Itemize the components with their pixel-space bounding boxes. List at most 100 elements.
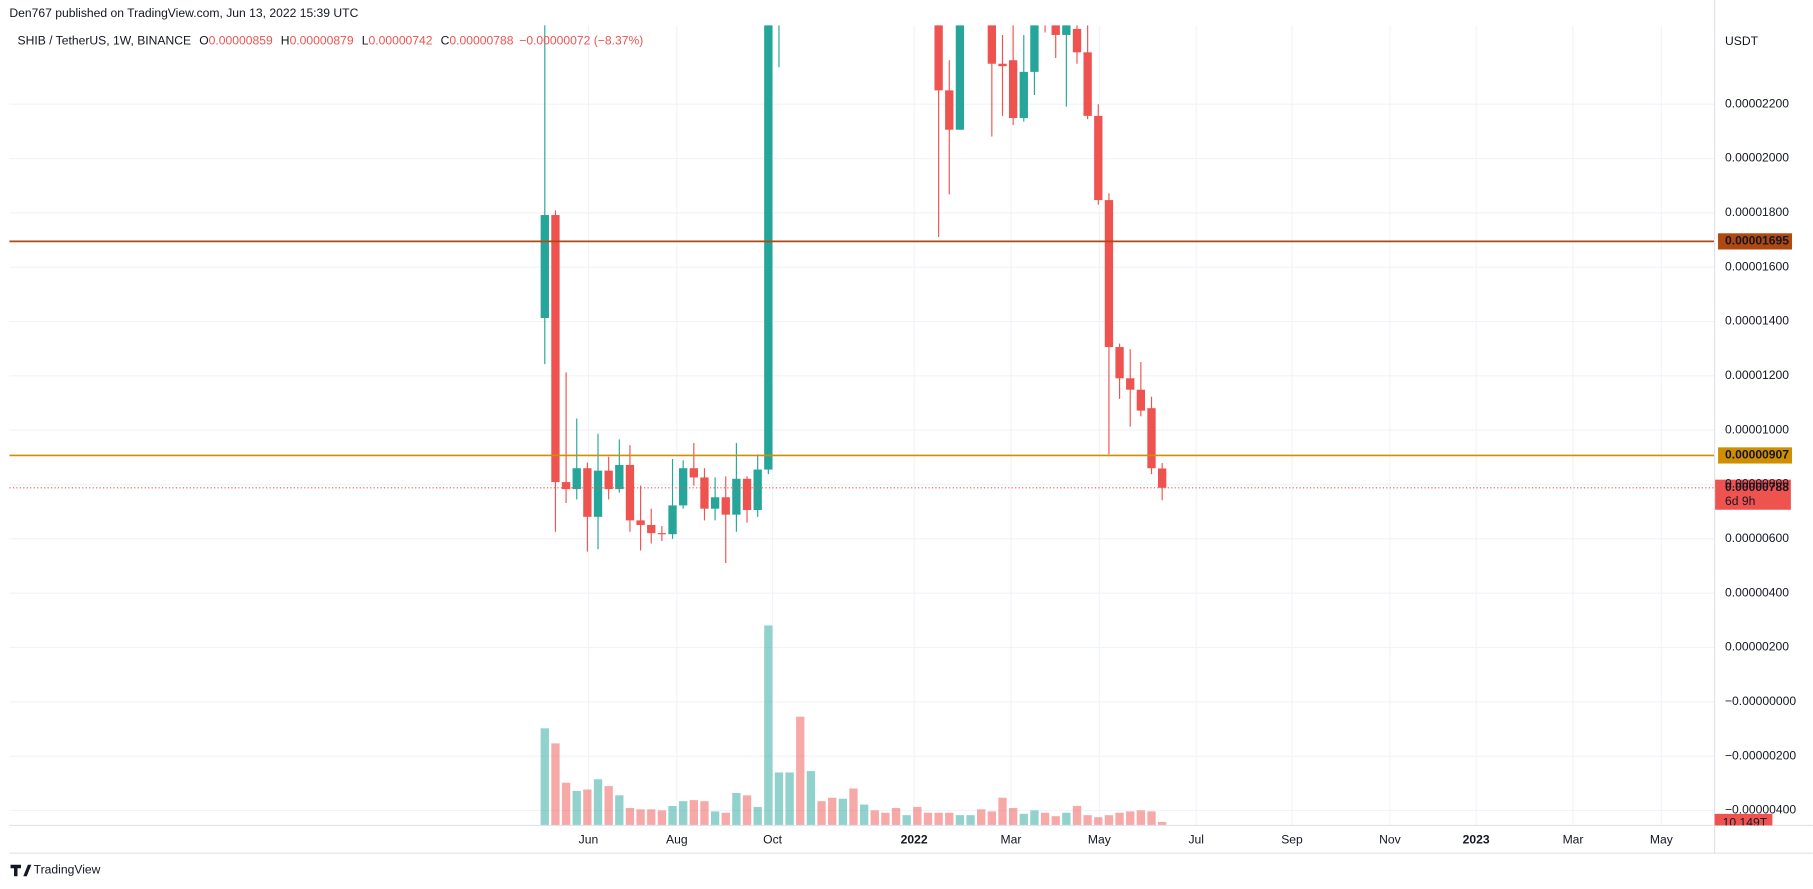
volume-bar [987,811,997,826]
x-tick-label: May [1088,833,1112,847]
candle-body [732,478,741,515]
y-tick-label: 0.00000400 [1725,585,1789,599]
candle-body [561,482,571,490]
candle-body [657,533,667,535]
volume-bar [1126,811,1135,826]
x-tick-label: 2022 [901,833,928,847]
candle-body [934,25,943,91]
volume-bar [881,812,890,826]
volume-bar [945,812,954,826]
volume-bar [1040,812,1050,826]
volume-bar [966,815,975,826]
y-tick-label: −0.00000400 [1725,803,1796,817]
volume-bar [1072,805,1082,826]
volume-bar [1157,821,1167,826]
x-tick-label: May [1650,833,1674,847]
x-tick-label: Sep [1281,833,1303,847]
level-label: 0.00000907 [1725,448,1789,462]
published-note: Den767 published on TradingView.com, Jun… [9,6,358,20]
y-tick-label: 0.00002200 [1725,96,1789,110]
candle-body [1030,25,1039,72]
x-tick-label: Aug [666,833,688,847]
volume-bar [647,809,656,826]
volume-bar [764,625,773,826]
volume-bar [732,792,741,826]
candle-body [540,215,549,318]
candle-body [1083,52,1092,116]
volume-bar [934,812,943,826]
candle-body [1072,28,1082,53]
volume-bar [849,788,858,826]
candle-body [753,469,762,511]
candle-body [1147,408,1156,469]
candle-body [945,90,954,130]
volume-bar [551,743,560,826]
candle-body [593,470,603,517]
y-tick-label: 0.00000600 [1725,531,1789,545]
candle-body [721,497,730,515]
candle-body [1019,71,1028,119]
volume-bar [1094,817,1103,826]
x-tick-label: Mar [1001,833,1022,847]
y-tick-label: 0.00001400 [1725,314,1789,328]
volume-bar [955,815,965,826]
candle-body [955,25,965,130]
volume-bar [1136,810,1146,826]
volume-bar [742,795,752,826]
volume-bar [828,797,837,826]
x-tick-label: Nov [1379,833,1401,847]
candle-body [615,464,624,490]
volume-bar [604,786,613,826]
y-tick-label: 0.00000800 [1725,477,1789,491]
volume-bar [679,801,688,826]
volume-bar [583,789,592,826]
level-label-box [1718,233,1793,250]
legend-key: L [362,34,369,48]
footer-logo [10,864,32,877]
volume-bar [796,716,805,826]
x-tick-label: 2023 [1463,833,1490,847]
candle-body [987,25,997,64]
level-label-box [1718,447,1793,464]
volume-bar [806,771,816,826]
candle-body [668,505,677,535]
volume-bar [1019,813,1028,826]
x-tick-label: Mar [1563,833,1584,847]
grid [9,25,1715,826]
volume-bar [593,779,603,826]
candle-body [1094,115,1103,201]
candles [540,25,1167,564]
volume-bar [1104,815,1114,826]
volume-bar [753,806,762,826]
candle-body [1126,378,1135,390]
time-axis: Jun Aug Oct 2022 Mar May Jul Sep Nov 2023 Mar May [579,833,1674,847]
volume-bar [817,801,826,826]
x-tick-label: Jun [579,833,599,847]
y-tick-label: 0.00001000 [1725,422,1789,436]
volume-bar [721,812,730,826]
volume-bar [838,798,847,826]
y-tick-label: 0.00002000 [1725,151,1789,165]
candle-body [1136,389,1146,411]
volume-bar [1062,812,1071,826]
legend-value: 0.00000742 [368,34,432,48]
volume-bar [615,795,624,826]
candle-body [742,478,752,511]
last-price-box [1714,479,1791,510]
volume-bar [891,807,901,826]
volume-bar [774,772,784,826]
candle-body [1104,200,1114,348]
volume-label-box [1714,813,1773,826]
ohlc-legend: SHIB / TetherUS, 1W, BINANCE O0.00000859 H… [17,34,643,48]
volume-bar [1147,811,1156,826]
volume-bar [689,800,698,826]
candle-body [572,468,581,490]
volume-bar [923,812,933,826]
candle-body [583,468,592,517]
volume-bar [1051,816,1060,826]
last-price-label: 0.00000788 [1725,480,1789,494]
legend-value: 0.00000788 [449,34,513,48]
candle-body [1157,468,1167,488]
